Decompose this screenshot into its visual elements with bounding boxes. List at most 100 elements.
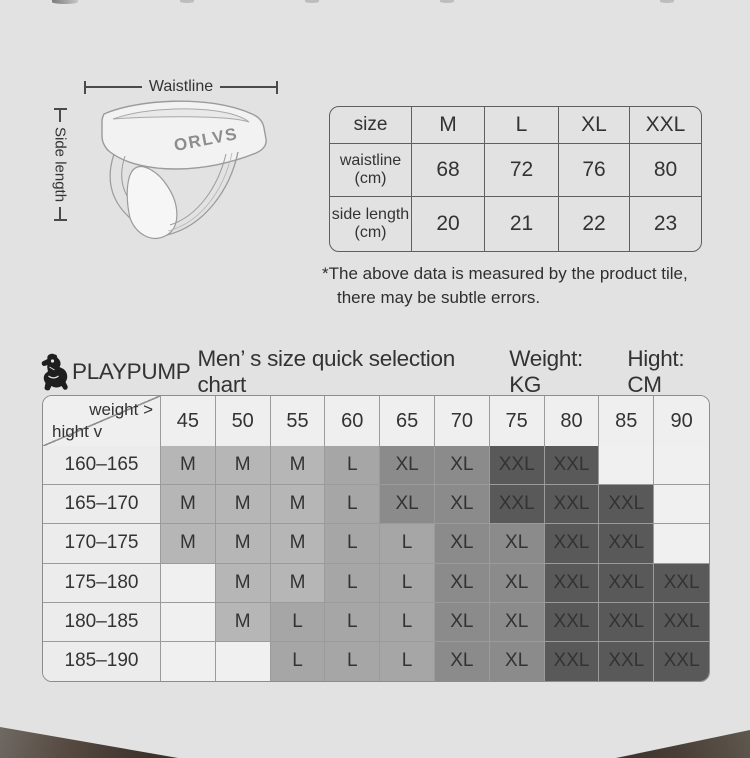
size-cell: M <box>161 446 216 486</box>
size-cell: XXL <box>599 485 655 525</box>
size-cell: XL <box>434 485 490 525</box>
size-cell: XXL <box>544 446 600 486</box>
row-unit: (cm) <box>354 224 387 241</box>
size-cell: M <box>215 446 271 486</box>
height-range-cell: 185–190 <box>43 641 161 681</box>
value-cell: 20 <box>411 196 484 251</box>
size-cell: M <box>215 524 271 564</box>
top-crop-artifact <box>180 0 194 3</box>
empty-size-cell <box>599 446 655 486</box>
size-cell: XXL <box>544 602 600 642</box>
size-cell: M <box>215 602 271 642</box>
size-cell: XL <box>489 641 545 681</box>
size-cell: XXL <box>654 641 709 681</box>
size-cell: XL <box>489 524 545 564</box>
size-cell: XL <box>489 563 545 603</box>
size-cell: XL <box>434 602 490 642</box>
matrix-header-row: weight > hight v 45 50 55 60 65 70 75 80 85 90 <box>43 396 709 447</box>
size-cell: M <box>270 485 326 525</box>
size-cell: L <box>380 524 435 564</box>
size-cell: XXL <box>544 485 600 525</box>
size-cell: M <box>270 563 326 603</box>
size-cell: XXL <box>489 446 545 486</box>
size-header-cell: M <box>411 107 484 143</box>
matrix-row: 165–170 M M M L XL XL XXL XXL XXL <box>43 485 709 525</box>
value-cell: 80 <box>629 143 701 196</box>
value-cell: 23 <box>629 196 701 251</box>
waistline-row: waistline (cm) 68 72 76 80 <box>330 143 701 196</box>
size-header-cell: L <box>484 107 558 143</box>
size-cell: XXL <box>599 524 655 564</box>
size-cell: L <box>380 563 435 603</box>
size-cell: XL <box>434 524 490 564</box>
size-header-cell: XXL <box>629 107 701 143</box>
size-cell: XL <box>434 446 490 486</box>
empty-size-cell <box>654 485 709 525</box>
dimension-line <box>59 207 61 219</box>
size-table-header-row: size M L XL XXL <box>330 107 701 143</box>
size-cell: XL <box>380 485 435 525</box>
size-cell: XXL <box>654 563 709 603</box>
waistline-dimension: Waistline <box>84 78 278 95</box>
underwear-illustration: ORLVS <box>101 100 267 239</box>
bottom-right-photo-corner <box>616 730 750 758</box>
dimension-tick <box>53 219 67 221</box>
row-label-cell: waistline (cm) <box>330 143 411 196</box>
size-cell: L <box>270 602 326 642</box>
size-cell: XL <box>380 446 435 486</box>
value-cell: 68 <box>411 143 484 196</box>
size-selection-matrix: weight > hight v 45 50 55 60 65 70 75 80 85 90 16… <box>42 395 710 682</box>
side-length-dimension: Side length <box>52 108 69 221</box>
value-cell: 76 <box>558 143 629 196</box>
value-cell: 21 <box>484 196 558 251</box>
height-range-cell: 160–165 <box>43 446 161 486</box>
size-cell: XXL <box>599 641 655 681</box>
corner-hight-label: hight v <box>52 422 103 442</box>
size-table: size M L XL XXL waistline (cm) 68 72 76 … <box>329 106 702 252</box>
empty-size-cell <box>161 641 216 681</box>
row-label-cell: side length (cm) <box>330 196 411 251</box>
dimension-tick <box>84 80 86 94</box>
weight-header-cell: 80 <box>544 396 600 447</box>
size-cell: XXL <box>599 602 655 642</box>
height-range-cell: 170–175 <box>43 524 161 564</box>
size-cell: L <box>325 602 381 642</box>
bottom-left-photo-corner <box>0 727 178 758</box>
size-header-cell: XL <box>558 107 629 143</box>
value-cell: 22 <box>558 196 629 251</box>
dimension-tick <box>53 108 67 110</box>
matrix-corner-cell: weight > hight v <box>43 396 161 447</box>
matrix-row: 175–180 M M L L XL XL XXL XXL XXL <box>43 563 709 603</box>
matrix-row: 160–165 M M M L XL XL XXL XXL <box>43 446 709 486</box>
size-cell: L <box>380 641 435 681</box>
matrix-row: 180–185 M L L L XL XL XXL XXL XXL <box>43 602 709 642</box>
matrix-row: 185–190 L L L XL XL XXL XXL XXL <box>43 641 709 681</box>
row-label: waistline <box>339 152 402 170</box>
empty-size-cell <box>161 563 216 603</box>
size-cell: XXL <box>654 602 709 642</box>
size-cell: XL <box>489 602 545 642</box>
size-cell: M <box>270 524 326 564</box>
brand-text: PLAYPUMP <box>72 359 191 384</box>
matrix-row: 170–175 M M M L L XL XL XXL XXL <box>43 524 709 564</box>
hight-unit-label: Hight: CM <box>627 346 685 397</box>
size-cell: L <box>380 602 435 642</box>
note-line-2: there may be subtle errors. <box>337 287 541 307</box>
waistline-label: Waistline <box>148 78 214 95</box>
size-cell: L <box>325 485 381 525</box>
size-cell: XXL <box>544 563 600 603</box>
size-cell: L <box>325 641 381 681</box>
corner-weight-label: weight > <box>89 400 153 419</box>
weight-header-cell: 50 <box>215 396 271 447</box>
weight-header-cell: 60 <box>325 396 381 447</box>
size-cell: L <box>270 641 326 681</box>
height-range-cell: 165–170 <box>43 485 161 525</box>
top-crop-artifact <box>305 0 319 3</box>
weight-header-cell: 65 <box>380 396 435 447</box>
size-cell: L <box>325 563 381 603</box>
size-header-cell: size <box>353 114 388 135</box>
size-cell: M <box>215 563 271 603</box>
empty-size-cell <box>161 602 216 642</box>
height-range-cell: 175–180 <box>43 563 161 603</box>
